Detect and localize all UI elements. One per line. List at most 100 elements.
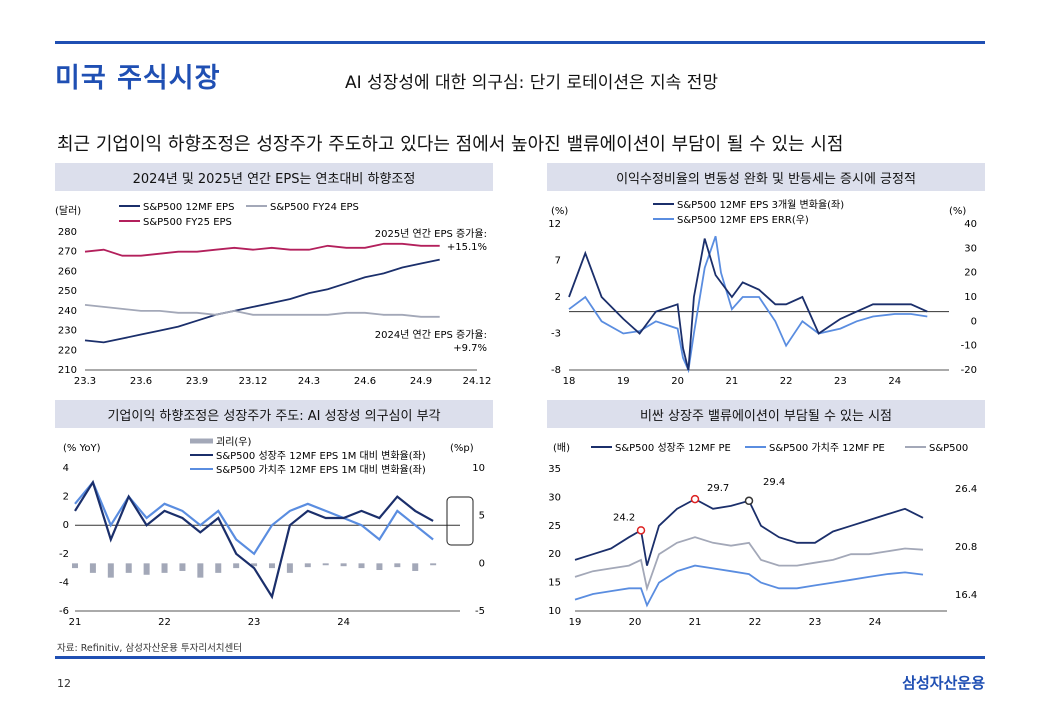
y-tick-label: 280 (58, 227, 77, 238)
y-tick-label: 220 (58, 345, 77, 356)
spread-bar (125, 563, 132, 573)
spread-bar (286, 563, 293, 573)
x-tick-label: 21 (725, 376, 738, 387)
series-line-growth (74, 479, 434, 600)
spread-bar (412, 563, 419, 571)
legend-label: S&P500 12MF EPS 3개월 변화율(좌) (677, 199, 844, 211)
y-tick-label-right: -20 (961, 365, 977, 376)
annotation: 2024년 연간 EPS 증가율: (375, 329, 487, 341)
spread-bar (376, 563, 383, 571)
y-axis-label-right: (%) (949, 206, 966, 217)
brand-logo: 삼성자산운용 (902, 674, 985, 692)
legend-label: S&P500 12MF EPS (143, 202, 234, 213)
y-axis-label: (배) (553, 442, 570, 454)
y-tick-label-right: 10 (472, 463, 485, 474)
spread-bar (233, 563, 240, 569)
y-tick-label: 250 (58, 286, 77, 297)
series-line-change (568, 238, 928, 371)
y-tick-label-right: 30 (964, 243, 977, 254)
y-tick-label: 15 (548, 578, 561, 589)
spread-bar (143, 563, 150, 575)
y-tick-label-left: -8 (551, 365, 561, 376)
page-title: 미국 주식시장 (55, 63, 221, 94)
x-tick-label: 23 (809, 617, 822, 628)
series-line-value (74, 480, 434, 556)
source-note: 자료: Refinitiv, 삼성자산운용 투자리서치센터 (57, 643, 243, 654)
x-tick-label: 20 (671, 376, 684, 387)
annotation: 2025년 연간 EPS 증가율: (375, 228, 487, 240)
x-tick-label: 23.6 (130, 376, 152, 387)
legend-label: S&P500 성장주 12MF PE (615, 442, 731, 454)
y-tick-label-left: 2 (555, 292, 561, 303)
series-line-2 (84, 242, 440, 257)
x-tick-label: 22 (780, 376, 793, 387)
legend-label: S&P500 FY25 EPS (143, 217, 232, 228)
y-tick-label-left: 2 (63, 492, 69, 503)
x-tick-label: 21 (689, 617, 702, 628)
panel-title-revision: 이익수정비율의 변동성 완화 및 반등세는 증시에 긍정적 (547, 163, 985, 191)
spread-bar (89, 563, 96, 573)
x-tick-label: 24.3 (298, 376, 320, 387)
spread-bar (161, 563, 168, 573)
x-tick-label: 23 (248, 617, 261, 628)
y-tick-label-left: 4 (63, 463, 69, 474)
spread-bar (304, 563, 311, 568)
y-axis-label-left: (% YoY) (63, 443, 101, 454)
chart-eps: (달러) 210 220 230 240 250 260 270 280 23.3 23.6 23.9… (55, 202, 492, 387)
headline: 최근 기업이익 하향조정은 성장주가 주도하고 있다는 점에서 높아진 밸류에이… (57, 134, 844, 155)
y-tick-label-left: -3 (551, 329, 561, 340)
spread-bar (322, 563, 329, 566)
spread-bar (107, 563, 114, 578)
legend-label: S&P500 12MF EPS ERR(우) (677, 214, 809, 226)
y-axis-label-left: (%) (551, 206, 568, 217)
y-tick-label-right: 20 (964, 268, 977, 279)
y-tick-label-right: 0 (971, 316, 977, 327)
x-tick-label: 24.12 (463, 376, 492, 387)
x-tick-label: 20 (629, 617, 642, 628)
series-line-0 (574, 536, 924, 592)
data-label: 29.4 (763, 477, 785, 488)
y-tick-label-right: 10 (964, 292, 977, 303)
footer-rule (55, 656, 985, 659)
annotation: +15.1% (447, 242, 487, 253)
y-tick-label-right: -5 (475, 606, 485, 617)
spread-bar (197, 563, 204, 578)
x-tick-label: 24 (337, 617, 350, 628)
legend-label: 괴리(우) (216, 436, 252, 448)
y-tick-label-left: 7 (555, 256, 561, 267)
highlight-box (446, 496, 474, 546)
spread-bar (215, 563, 222, 573)
chart-valuation: (배) 35 30 25 20 15 10 19 20 21 22 23 24 29.7 29.4 24.2 2… (548, 442, 977, 628)
y-tick-label-left: 0 (63, 520, 69, 531)
data-label: 20.8 (955, 542, 977, 553)
y-tick-label: 30 (548, 492, 561, 503)
peak-marker (690, 494, 700, 504)
peak-marker (636, 526, 646, 535)
series-line-1 (84, 304, 440, 318)
x-tick-label: 19 (569, 617, 582, 628)
spread-bar (251, 563, 258, 567)
x-tick-label: 24.6 (354, 376, 376, 387)
y-tick-label-right: 5 (479, 511, 485, 522)
y-tick-label: 20 (548, 549, 561, 560)
x-tick-label: 22 (749, 617, 762, 628)
chart-revision: (%) (%) 12 7 2 -3 -8 40 30 20 10 0 -10 -20 18 19 20 21 22 2… (548, 199, 977, 387)
data-label: 24.2 (613, 512, 635, 523)
series-line-err (568, 235, 928, 374)
x-tick-label: 23 (834, 376, 847, 387)
spread-bar (72, 563, 78, 569)
annotation: +9.7% (453, 343, 487, 354)
series-line-2 (574, 498, 924, 566)
spread-bar (430, 563, 437, 566)
chart-divergence: (% YoY) (%p) 4 2 0 -2 -4 -6 10 5 0 -5 21 22 23 24 괴리(우) S… (59, 436, 485, 628)
y-tick-label: 25 (548, 521, 561, 532)
y-tick-label-left: 12 (548, 219, 561, 230)
y-tick-label: 210 (58, 365, 77, 376)
legend-label: S&P500 가치주 12MF PE (769, 442, 885, 454)
y-tick-label: 10 (548, 606, 561, 617)
legend-label: S&P500 가치주 12MF EPS 1M 대비 변화율(좌) (216, 464, 426, 476)
spread-bar (179, 563, 186, 571)
legend-label: S&P500 FY24 EPS (270, 202, 359, 213)
y-axis-label: (달러) (55, 205, 81, 217)
x-tick-label: 24 (869, 617, 882, 628)
